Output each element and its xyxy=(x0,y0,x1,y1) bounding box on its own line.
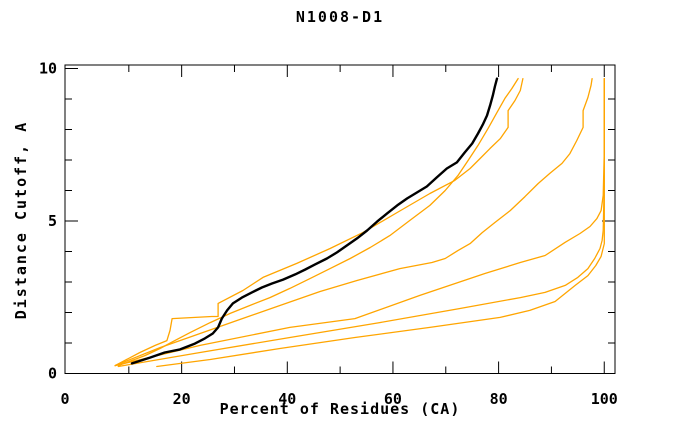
svg-text:80: 80 xyxy=(490,390,508,408)
svg-text:5: 5 xyxy=(48,212,57,230)
svg-text:20: 20 xyxy=(173,390,191,408)
plot-title: N1008-D1 xyxy=(295,8,385,26)
svg-text:100: 100 xyxy=(591,390,618,408)
y-axis-label: Distance Cutoff, A xyxy=(12,120,30,320)
svg-text:10: 10 xyxy=(39,60,57,78)
x-axis-label: Percent of Residues (CA) xyxy=(219,400,461,418)
svg-text:60: 60 xyxy=(384,390,402,408)
svg-text:40: 40 xyxy=(278,390,296,408)
svg-text:0: 0 xyxy=(48,365,57,383)
svg-text:0: 0 xyxy=(60,390,69,408)
